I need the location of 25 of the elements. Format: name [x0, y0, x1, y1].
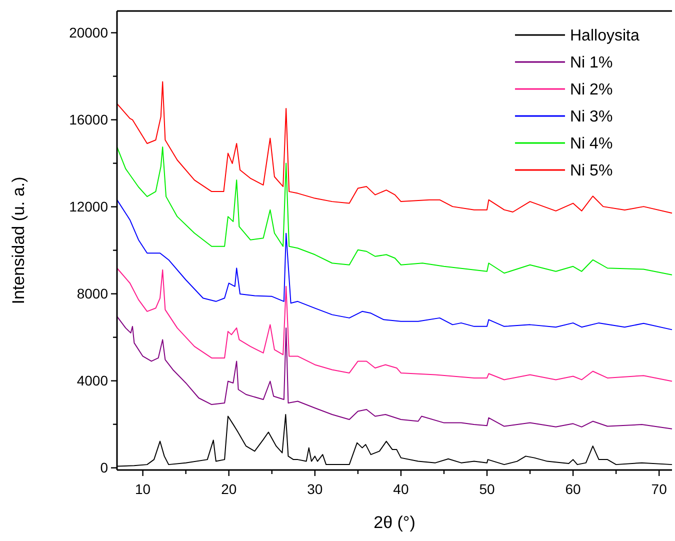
- line-series: [116, 268, 672, 382]
- line-series: [116, 81, 672, 214]
- legend-label: Ni 5%: [570, 162, 613, 180]
- x-tick-label: 50: [479, 481, 495, 497]
- y-tick-label: 20000: [69, 24, 108, 41]
- y-tick-label: 16000: [69, 112, 108, 128]
- y-tick-label: 0: [100, 460, 108, 476]
- line-series: [116, 199, 672, 330]
- legend-label: Ni 4%: [570, 136, 613, 153]
- x-tick-label: 70: [651, 481, 668, 497]
- y-tick-label: 12000: [69, 198, 108, 215]
- y-tick-label: 4000: [76, 372, 108, 389]
- legend-label: Ni 1%: [570, 54, 613, 72]
- legend-label: Halloysita: [570, 28, 640, 45]
- x-tick-label: 20: [221, 481, 237, 497]
- x-tick-label: 40: [393, 481, 409, 497]
- legend-label: Ni 3%: [570, 108, 613, 126]
- x-tick-label: 30: [307, 481, 323, 497]
- line-series: [116, 316, 672, 430]
- x-tick-label: 60: [565, 481, 582, 497]
- y-tick-label: 8000: [76, 286, 108, 302]
- legend-label: Ni 2%: [570, 82, 613, 99]
- x-tick-label: 10: [135, 481, 151, 497]
- y-axis-title: Intensidad (u. a.): [9, 176, 28, 304]
- x-axis-title: 2θ (°): [374, 513, 416, 532]
